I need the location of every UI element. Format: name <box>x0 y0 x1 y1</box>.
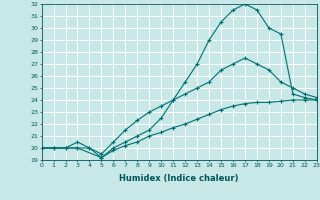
X-axis label: Humidex (Indice chaleur): Humidex (Indice chaleur) <box>119 174 239 183</box>
